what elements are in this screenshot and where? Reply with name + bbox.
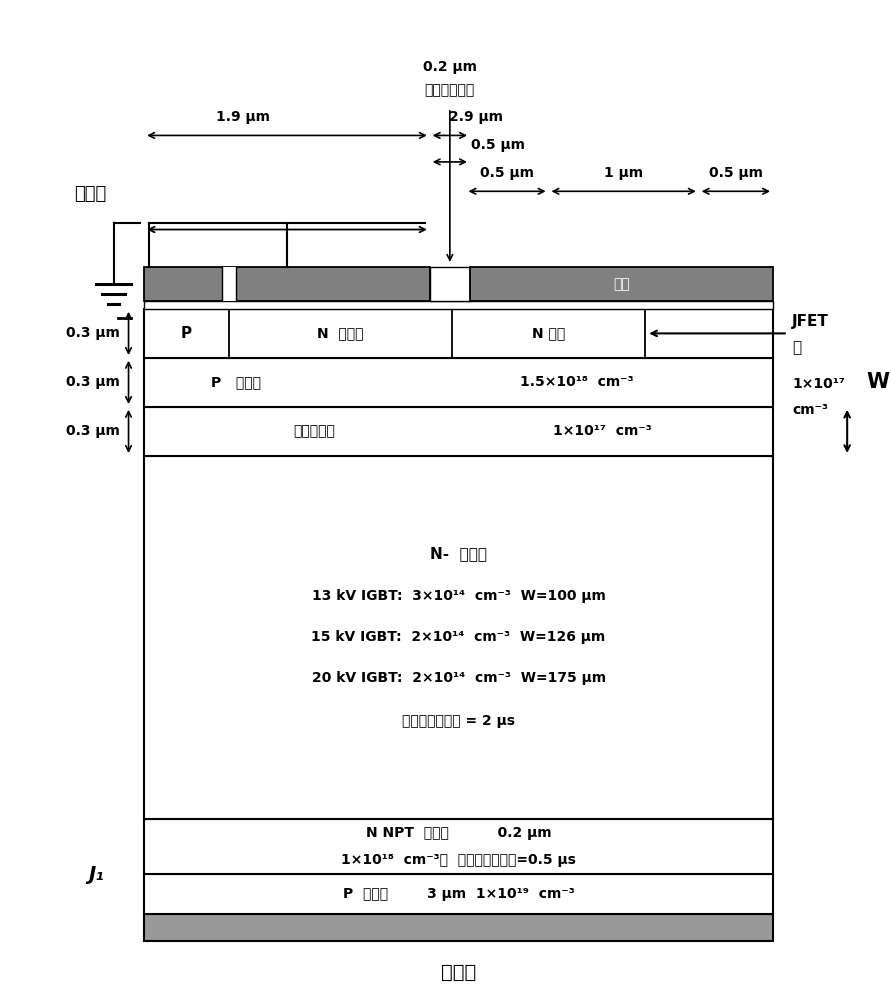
Text: 2.9 μm: 2.9 μm [449, 110, 503, 124]
Text: 区: 区 [792, 341, 801, 356]
Text: P  集电区        3 μm  1×10¹⁹  cm⁻³: P 集电区 3 μm 1×10¹⁹ cm⁻³ [343, 887, 575, 901]
Text: 1×10¹⁸  cm⁻³，  双极载流子寿命=0.5 μs: 1×10¹⁸ cm⁻³， 双极载流子寿命=0.5 μs [341, 853, 576, 867]
Text: 1×10¹⁷: 1×10¹⁷ [792, 377, 846, 391]
Bar [144, 407, 773, 456]
Bar [144, 818, 773, 874]
Text: 0.2 μm: 0.2 μm [423, 60, 477, 74]
Text: 0.3 μm: 0.3 μm [66, 424, 119, 438]
Bar [144, 874, 773, 914]
Text: 13 kV IGBT:  3×10¹⁴  cm⁻³  W=100 μm: 13 kV IGBT: 3×10¹⁴ cm⁻³ W=100 μm [312, 589, 606, 603]
Bar [144, 456, 773, 818]
Text: 0.5 μm: 0.5 μm [470, 138, 525, 152]
Bar [144, 914, 773, 941]
Text: 集电极: 集电极 [441, 963, 476, 982]
Text: N 基区: N 基区 [532, 326, 565, 340]
Text: 发射极: 发射极 [75, 185, 107, 203]
Bar [144, 309, 773, 358]
Bar [144, 358, 773, 407]
Text: N NPT  缓冲层          0.2 μm: N NPT 缓冲层 0.2 μm [366, 826, 552, 840]
Text: 0.5 μm: 0.5 μm [709, 166, 763, 180]
Bar [429, 267, 470, 301]
Text: 电流扩展层: 电流扩展层 [294, 424, 335, 438]
Text: JFET: JFET [792, 314, 829, 329]
Text: J₁: J₁ [88, 865, 104, 884]
Text: 15 kV IGBT:  2×10¹⁴  cm⁻³  W=126 μm: 15 kV IGBT: 2×10¹⁴ cm⁻³ W=126 μm [312, 630, 606, 644]
Text: 1.5×10¹⁸  cm⁻³: 1.5×10¹⁸ cm⁻³ [519, 375, 634, 389]
Text: 栅极: 栅极 [613, 277, 630, 291]
Text: N-  漂移层: N- 漂移层 [430, 546, 487, 561]
Text: N  发射区: N 发射区 [317, 326, 364, 340]
Text: 20 kV IGBT:  2×10¹⁴  cm⁻³  W=175 μm: 20 kV IGBT: 2×10¹⁴ cm⁻³ W=175 μm [312, 671, 606, 685]
Text: 0.3 μm: 0.3 μm [66, 375, 119, 389]
Text: P: P [181, 326, 192, 341]
Text: P   屏蔽区: P 屏蔽区 [211, 375, 261, 389]
Bar [144, 267, 429, 301]
Text: （场氧化层）: （场氧化层） [425, 83, 475, 97]
Text: cm⁻³: cm⁻³ [792, 403, 828, 417]
Text: W: W [866, 372, 889, 392]
Bar [144, 301, 773, 309]
Text: 0.5 μm: 0.5 μm [480, 166, 534, 180]
Bar [470, 267, 773, 301]
Text: 1 μm: 1 μm [604, 166, 643, 180]
Text: 双极载流子寿命 = 2 μs: 双极载流子寿命 = 2 μs [402, 714, 515, 728]
Bar [222, 267, 236, 301]
Text: 1.9 μm: 1.9 μm [217, 110, 270, 124]
Text: 1×10¹⁷  cm⁻³: 1×10¹⁷ cm⁻³ [553, 424, 652, 438]
Text: 0.3 μm: 0.3 μm [66, 326, 119, 340]
